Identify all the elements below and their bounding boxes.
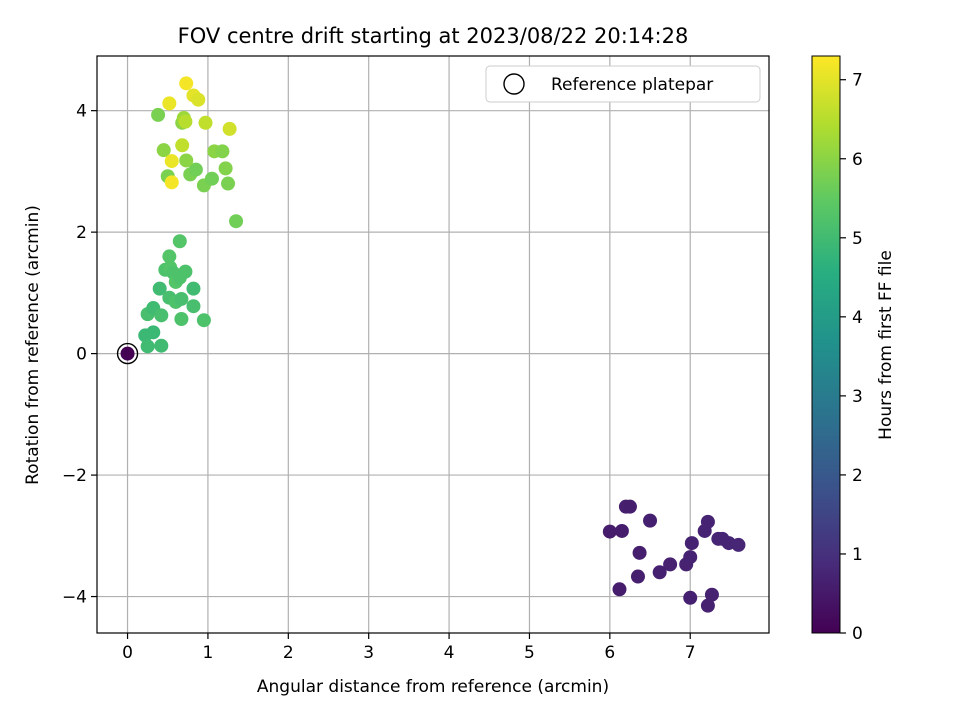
data-point xyxy=(164,154,179,169)
data-point xyxy=(152,281,167,296)
chart-title: FOV centre drift starting at 2023/08/22 … xyxy=(178,24,689,48)
x-axis-ticks: 0 1 2 3 4 5 6 7 xyxy=(122,633,696,663)
y-axis-ticks: −4 −2 0 2 4 xyxy=(62,102,97,608)
data-point xyxy=(186,299,201,314)
data-point xyxy=(156,143,171,158)
colorbar-gradient xyxy=(811,55,841,634)
x-tick-label: 3 xyxy=(363,643,374,663)
data-point xyxy=(191,92,206,107)
data-point xyxy=(179,76,194,91)
data-point xyxy=(186,281,201,296)
data-point xyxy=(683,590,698,605)
legend: Reference platepar xyxy=(485,65,761,103)
y-tick-label: 0 xyxy=(76,345,87,365)
x-tick-label: 0 xyxy=(122,643,133,663)
colorbar-tick-label: 3 xyxy=(852,387,863,407)
data-point xyxy=(188,162,203,177)
data-point xyxy=(684,536,699,551)
colorbar-tick-label: 1 xyxy=(852,545,863,565)
data-point xyxy=(683,550,698,565)
data-point xyxy=(602,524,617,539)
data-point xyxy=(218,161,233,176)
legend-marker-icon xyxy=(503,73,525,95)
legend-box xyxy=(485,65,761,103)
x-tick-label: 7 xyxy=(685,643,696,663)
grid xyxy=(97,56,769,633)
data-point xyxy=(174,291,189,306)
data-point xyxy=(632,545,647,560)
data-point xyxy=(154,308,169,323)
colorbar-tick-label: 4 xyxy=(852,308,863,328)
data-point xyxy=(162,249,177,264)
reference-platepar-marker xyxy=(116,342,139,365)
x-axis-label: Angular distance from reference (arcmin) xyxy=(257,677,609,697)
y-tick-label: 4 xyxy=(76,102,87,122)
data-point xyxy=(221,176,236,191)
x-tick-label: 5 xyxy=(524,643,535,663)
colorbar-tick-label: 6 xyxy=(852,150,863,170)
data-point xyxy=(196,313,211,328)
data-point xyxy=(172,234,187,249)
colorbar: 0 1 2 3 4 5 6 7 Hours from first FF file xyxy=(811,55,896,644)
colorbar-tick-label: 2 xyxy=(852,466,863,486)
colorbar-tick-label: 0 xyxy=(852,624,863,644)
data-point xyxy=(630,569,645,584)
data-point xyxy=(622,499,637,514)
data-point xyxy=(179,153,194,168)
data-point xyxy=(154,338,169,353)
data-point xyxy=(140,339,155,354)
data-point xyxy=(120,346,135,361)
data-point xyxy=(229,214,244,229)
colorbar-ticks: 0 1 2 3 4 5 6 7 xyxy=(840,71,863,644)
data-point xyxy=(663,557,678,572)
data-point xyxy=(643,513,658,528)
reference-layer xyxy=(116,342,139,365)
data-point xyxy=(162,96,177,111)
y-tick-label: 2 xyxy=(76,223,87,243)
data-point xyxy=(164,175,179,190)
x-tick-label: 2 xyxy=(283,643,294,663)
y-tick-label: −4 xyxy=(62,588,87,608)
x-tick-label: 6 xyxy=(604,643,615,663)
data-point xyxy=(198,115,213,130)
legend-label: Reference platepar xyxy=(551,75,713,95)
y-axis-label: Rotation from reference (arcmin) xyxy=(23,205,43,485)
data-point xyxy=(652,565,667,580)
data-point xyxy=(146,325,161,340)
data-point xyxy=(178,264,193,279)
data-point xyxy=(614,523,629,538)
data-point xyxy=(612,582,627,597)
data-point xyxy=(700,598,715,613)
data-point xyxy=(151,107,166,122)
x-tick-label: 1 xyxy=(203,643,214,663)
data-point xyxy=(700,514,715,529)
data-point xyxy=(178,114,193,129)
colorbar-tick-label: 5 xyxy=(852,229,863,249)
plot-frame xyxy=(96,55,770,634)
data-points xyxy=(120,76,746,613)
data-point xyxy=(204,171,219,186)
data-point xyxy=(215,144,230,159)
y-tick-label: −2 xyxy=(62,466,87,486)
data-point xyxy=(731,537,746,552)
x-tick-label: 4 xyxy=(444,643,455,663)
colorbar-tick-label: 7 xyxy=(852,71,863,91)
colorbar-label: Hours from first FF file xyxy=(876,250,896,440)
data-point xyxy=(174,311,189,326)
data-point xyxy=(222,121,237,136)
data-point xyxy=(175,138,190,153)
data-point xyxy=(704,587,719,602)
